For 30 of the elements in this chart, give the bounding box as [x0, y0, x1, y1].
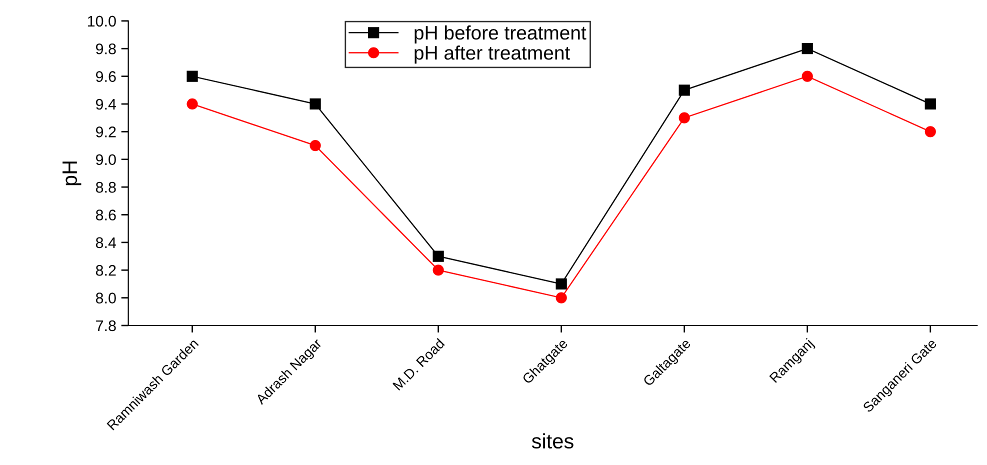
point: [924, 98, 936, 110]
point: [310, 98, 321, 110]
y-tick-label: 9.2: [96, 126, 116, 138]
point: [556, 278, 567, 290]
point: [678, 84, 690, 96]
point: [186, 98, 198, 110]
point: [556, 292, 567, 304]
y-tick-label: 9.4: [96, 98, 116, 110]
point: [924, 126, 936, 138]
y-tick-label: 7.8: [96, 320, 116, 332]
y-tick-label: 9.6: [96, 71, 116, 82]
y-tick-label: 8.8: [96, 182, 116, 193]
point: [678, 112, 690, 124]
point: [432, 264, 444, 276]
legend-label: pH before treatment: [414, 25, 586, 44]
y-tick-label: 8.4: [96, 237, 116, 248]
point: [432, 250, 444, 262]
y-axis-title: pH: [62, 162, 82, 186]
point: [186, 70, 198, 82]
legend-label: pH after treatment: [414, 45, 570, 64]
y-tick-label: 9.8: [96, 43, 116, 54]
y-tick-label: 8.6: [96, 210, 116, 220]
y-tick-label: 9.0: [96, 154, 116, 166]
y-tick-label: 8.0: [96, 292, 116, 304]
point: [802, 70, 813, 82]
y-tick-label: 8.2: [96, 264, 116, 276]
point: [310, 140, 321, 152]
x-axis-title: sites: [532, 433, 574, 449]
point: [802, 43, 813, 54]
y-tick-label: 10.0: [88, 16, 116, 27]
